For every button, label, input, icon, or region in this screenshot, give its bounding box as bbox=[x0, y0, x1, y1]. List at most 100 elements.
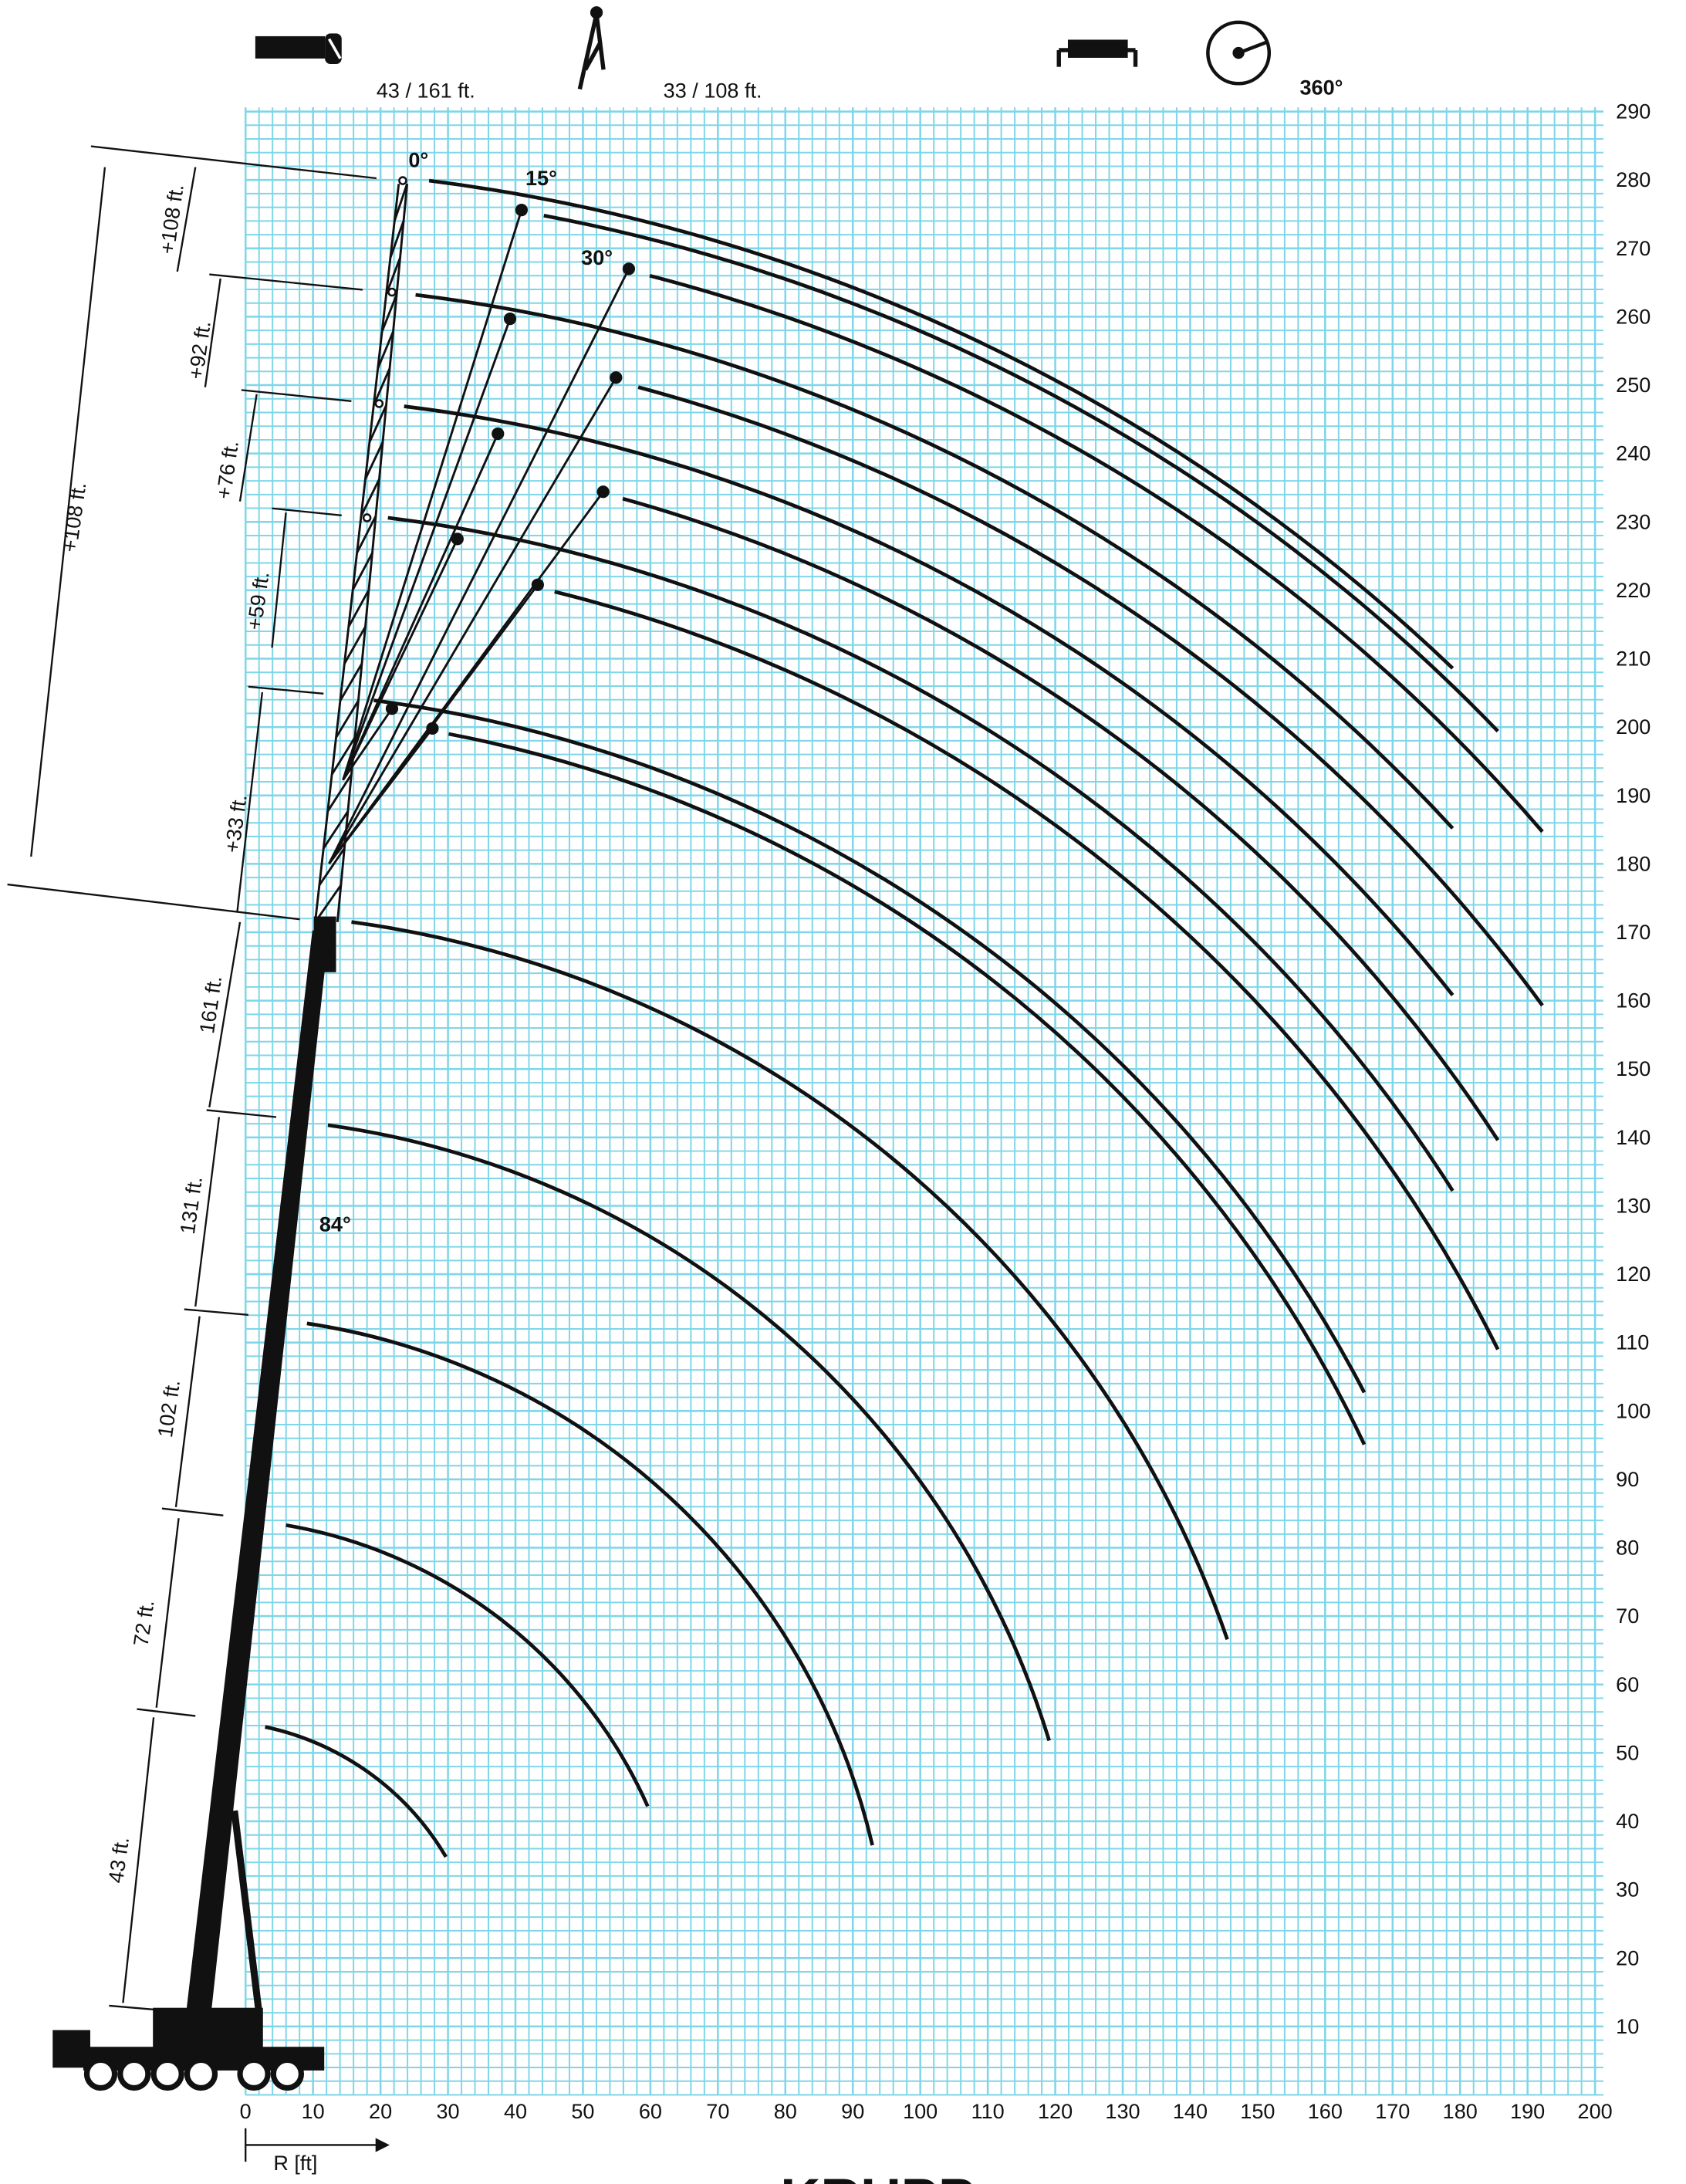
marks-layer bbox=[265, 176, 1544, 1858]
range-curve bbox=[387, 516, 1455, 1192]
x-tick-label: 170 bbox=[1375, 2099, 1410, 2123]
lattice-strut bbox=[314, 884, 343, 923]
x-axis-label: R [ft] bbox=[273, 2151, 317, 2175]
x-tick-label: 130 bbox=[1105, 2099, 1140, 2123]
x-tick-label: 50 bbox=[571, 2099, 594, 2123]
boom-icon bbox=[255, 33, 342, 65]
y-tick-label: 230 bbox=[1616, 509, 1651, 533]
angle-label: 30° bbox=[581, 245, 613, 269]
brand: KRUPP bbox=[780, 2168, 975, 2184]
main-boom bbox=[185, 916, 336, 2017]
jib-line bbox=[328, 268, 630, 864]
crane-carrier bbox=[52, 2007, 325, 2091]
jib-line bbox=[342, 433, 499, 781]
range-curve bbox=[649, 273, 1544, 833]
y-tick-label: 260 bbox=[1616, 304, 1651, 328]
range-curve bbox=[373, 698, 1367, 1394]
range-curve bbox=[448, 732, 1367, 1445]
grid-layer bbox=[244, 107, 1603, 2096]
y-tick-label: 130 bbox=[1616, 1193, 1651, 1217]
lattice-strut bbox=[347, 589, 370, 627]
lattice-strut bbox=[380, 294, 398, 333]
range-curve bbox=[637, 385, 1544, 1007]
y-tick-label: 210 bbox=[1616, 647, 1651, 671]
x-tick-label: 90 bbox=[841, 2099, 864, 2123]
y-tick-label: 170 bbox=[1616, 920, 1651, 944]
lattice-strut bbox=[351, 552, 373, 591]
x-tick-label: 30 bbox=[437, 2099, 460, 2123]
lattice-strut bbox=[389, 220, 405, 259]
jib-head-dot bbox=[610, 371, 623, 384]
x-tick-label: 0 bbox=[240, 2099, 252, 2123]
y-tick-label: 60 bbox=[1616, 1672, 1639, 1696]
y-tick-label: 250 bbox=[1616, 373, 1651, 397]
lattice-strut bbox=[339, 663, 363, 702]
jib-head-dot bbox=[426, 722, 439, 735]
y-tick-label: 50 bbox=[1616, 1740, 1639, 1764]
y-tick-label: 140 bbox=[1616, 1125, 1651, 1149]
jib-line bbox=[342, 318, 512, 781]
y-tick-label: 190 bbox=[1616, 783, 1651, 807]
y-tick-label: 150 bbox=[1616, 1057, 1651, 1080]
x-axis-arrow bbox=[245, 2128, 390, 2162]
y-tick-label: 110 bbox=[1616, 1330, 1649, 1354]
lattice-strut bbox=[356, 516, 377, 554]
y-tick-label: 90 bbox=[1616, 1467, 1639, 1491]
range-curve bbox=[404, 404, 1455, 996]
y-tick-label: 10 bbox=[1616, 2014, 1639, 2038]
rotation-icon bbox=[1206, 20, 1272, 86]
range-curve bbox=[286, 1523, 650, 1807]
lattice-strut bbox=[377, 331, 394, 369]
x-tick-label: 40 bbox=[504, 2099, 527, 2123]
jib-lattice bbox=[314, 183, 409, 923]
outrigger-icon bbox=[1056, 39, 1138, 67]
rotation-label: 360° bbox=[1299, 76, 1343, 100]
y-tick-label: 270 bbox=[1616, 236, 1651, 260]
jib-tip bbox=[398, 176, 407, 185]
jib-tip bbox=[374, 399, 384, 408]
range-curve bbox=[428, 178, 1455, 670]
lattice-strut bbox=[330, 736, 356, 776]
range-curve bbox=[554, 590, 1500, 1351]
x-tick-label: 70 bbox=[706, 2099, 729, 2123]
y-tick-label: 290 bbox=[1616, 100, 1651, 123]
jib-head-dot bbox=[515, 204, 528, 217]
y-tick-label: 280 bbox=[1616, 167, 1651, 191]
range-curve bbox=[306, 1321, 874, 1846]
jib-tip bbox=[387, 287, 397, 297]
y-tick-label: 80 bbox=[1616, 1536, 1639, 1560]
jib-head-dot bbox=[531, 578, 544, 591]
jib-head-dot bbox=[451, 532, 464, 546]
x-tick-label: 200 bbox=[1578, 2099, 1613, 2123]
range-curve bbox=[543, 213, 1499, 733]
x-tick-label: 110 bbox=[971, 2099, 1005, 2123]
y-tick-label: 20 bbox=[1616, 1946, 1639, 1969]
y-tick-label: 120 bbox=[1616, 1262, 1651, 1286]
jib-line bbox=[342, 538, 459, 781]
lattice-strut bbox=[372, 367, 391, 406]
x-tick-label: 150 bbox=[1240, 2099, 1275, 2123]
x-tick-label: 10 bbox=[302, 2099, 325, 2123]
x-tick-label: 140 bbox=[1173, 2099, 1208, 2123]
range-curve bbox=[622, 496, 1500, 1141]
x-tick-label: 160 bbox=[1308, 2099, 1343, 2123]
jib-line bbox=[328, 377, 617, 864]
jib-line bbox=[328, 728, 434, 864]
y-tick-label: 40 bbox=[1616, 1809, 1639, 1833]
lattice-strut bbox=[343, 626, 367, 664]
jib-label: 33 / 108 ft. bbox=[664, 78, 762, 102]
y-tick-label: 180 bbox=[1616, 851, 1651, 875]
jib-line bbox=[342, 209, 523, 781]
x-tick-label: 20 bbox=[369, 2099, 392, 2123]
x-tick-label: 180 bbox=[1443, 2099, 1478, 2123]
y-tick-label: 30 bbox=[1616, 1878, 1639, 1902]
x-tick-label: 100 bbox=[903, 2099, 938, 2123]
range-curve bbox=[351, 920, 1229, 1641]
dimension-lines bbox=[7, 145, 377, 2013]
jib-head-dot bbox=[596, 485, 610, 499]
lattice-strut bbox=[393, 183, 408, 221]
x-tick-label: 190 bbox=[1510, 2099, 1545, 2123]
